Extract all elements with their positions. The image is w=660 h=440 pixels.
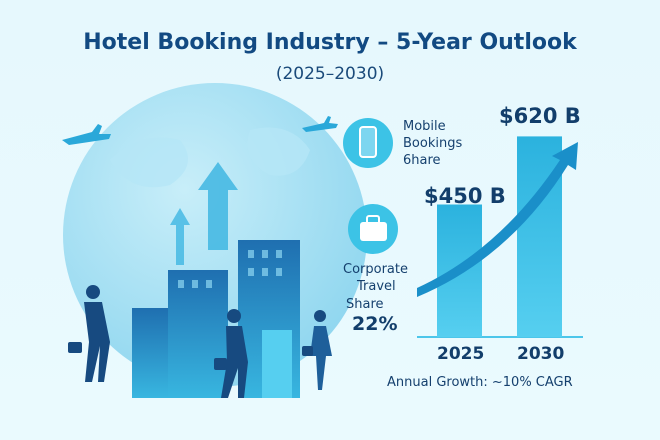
corporate-label-2: Travel	[357, 279, 396, 294]
smartphone-icon	[359, 126, 377, 158]
buildings-icon	[132, 240, 300, 398]
trend-arrow	[417, 142, 578, 297]
data-label-2025: $450 B	[424, 184, 506, 208]
tick-label-2030: 2030	[517, 344, 565, 364]
business-traveler-icon	[68, 285, 332, 398]
airplane-icon	[62, 116, 338, 145]
briefcase-icon	[360, 215, 387, 241]
corporate-label-3: Share	[346, 297, 384, 312]
growth-arrow-icon	[170, 162, 238, 265]
tick-label-2025: 2025	[437, 344, 485, 364]
corporate-label-1: Corporate	[343, 262, 408, 277]
page-title: Hotel Booking Industry – 5-Year Outlook	[83, 30, 577, 55]
corporate-share-value: 22%	[352, 313, 398, 335]
mobile-share-label: Mobile Bookings 6hare	[403, 119, 463, 168]
bar-2030	[517, 136, 562, 337]
page-subtitle: (2025–2030)	[275, 64, 385, 84]
cagr-annotation: Annual Growth: ~10% CAGR	[387, 375, 573, 390]
data-label-2030: $620 B	[499, 104, 581, 128]
